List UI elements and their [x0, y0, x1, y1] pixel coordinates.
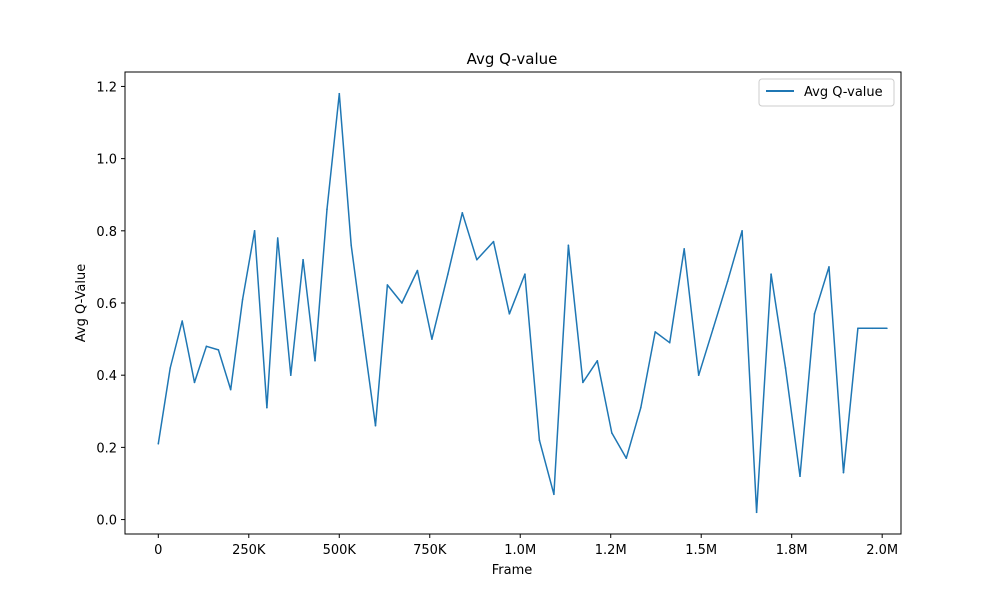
data-point — [461, 211, 464, 214]
data-point — [857, 327, 859, 330]
data-point — [447, 273, 449, 275]
data-point — [276, 237, 279, 239]
data-point — [538, 439, 541, 441]
data-point — [799, 475, 801, 478]
data-point — [326, 208, 328, 210]
data-point — [828, 266, 830, 268]
data-point — [302, 258, 304, 261]
x-tick-label: 0 — [154, 543, 162, 558]
chart-title: Avg Q-value — [467, 50, 558, 68]
y-tick-label: 0.4 — [96, 369, 117, 384]
x-axis-label: Frame — [492, 563, 533, 578]
data-point — [755, 511, 758, 514]
data-point — [639, 406, 642, 409]
data-point — [813, 313, 816, 315]
data-point — [683, 248, 685, 250]
data-point — [582, 381, 584, 384]
x-axis: 0 250K 500K 750K 1.0M 1.2M 1.5M 1.8M 2.0M — [154, 534, 898, 558]
data-point — [401, 302, 403, 304]
data-point — [770, 273, 772, 275]
data-point — [886, 327, 888, 330]
data-point — [625, 457, 628, 460]
data-point — [374, 424, 377, 427]
data-point — [842, 471, 845, 474]
data-point — [431, 338, 433, 340]
data-point — [508, 313, 511, 315]
x-tick-label: 750K — [413, 543, 447, 558]
y-tick-label: 1.2 — [96, 80, 117, 95]
data-point — [217, 349, 220, 351]
data-point — [492, 240, 495, 243]
data-point — [476, 258, 478, 261]
x-tick-label: 250K — [232, 543, 266, 558]
data-point — [611, 432, 613, 434]
data-point — [181, 320, 183, 322]
data-point — [697, 374, 700, 376]
data-point — [241, 298, 244, 301]
data-point — [871, 327, 874, 330]
data-point — [289, 374, 292, 376]
data-point — [596, 359, 599, 362]
legend-series-label: Avg Q-value — [804, 85, 883, 100]
x-tick-label: 1.0M — [504, 543, 536, 558]
data-point — [567, 244, 570, 247]
y-tick-label: 0.6 — [96, 297, 117, 312]
x-tick-label: 1.2M — [595, 543, 627, 558]
data-point — [726, 280, 729, 283]
data-point — [169, 367, 172, 369]
plot-layer — [157, 92, 888, 514]
data-point — [712, 327, 714, 330]
y-axis: 0.0 0.2 0.4 0.6 0.8 1.0 1.2 — [96, 80, 125, 529]
data-point — [362, 334, 364, 337]
data-point — [784, 367, 787, 369]
data-point — [229, 388, 232, 391]
x-tick-label: 1.8M — [776, 543, 808, 558]
data-point — [205, 345, 208, 348]
x-tick-label: 2.0M — [866, 543, 898, 558]
data-point — [668, 341, 671, 344]
legend: Avg Q-value — [758, 78, 895, 107]
y-tick-label: 0.8 — [96, 225, 117, 240]
y-tick-label: 0.0 — [96, 514, 117, 529]
x-tick-label: 500K — [323, 543, 357, 558]
data-point — [524, 273, 526, 275]
legend-box — [758, 78, 895, 107]
y-tick-label: 0.2 — [96, 441, 117, 456]
y-axis-label: Avg Q-Value — [74, 264, 89, 342]
data-point — [266, 406, 268, 409]
data-point — [553, 493, 555, 496]
data-point — [416, 269, 419, 272]
data-point — [193, 381, 196, 384]
data-point — [314, 359, 316, 362]
series-line-0 — [157, 92, 887, 514]
data-point — [741, 230, 743, 232]
data-point — [253, 230, 256, 232]
data-point — [654, 331, 657, 333]
y-tick-label: 1.0 — [96, 153, 117, 168]
data-point — [157, 442, 160, 445]
data-point — [386, 284, 389, 286]
data-point — [350, 244, 353, 247]
x-tick-label: 1.5M — [685, 543, 717, 558]
data-point — [338, 92, 341, 95]
